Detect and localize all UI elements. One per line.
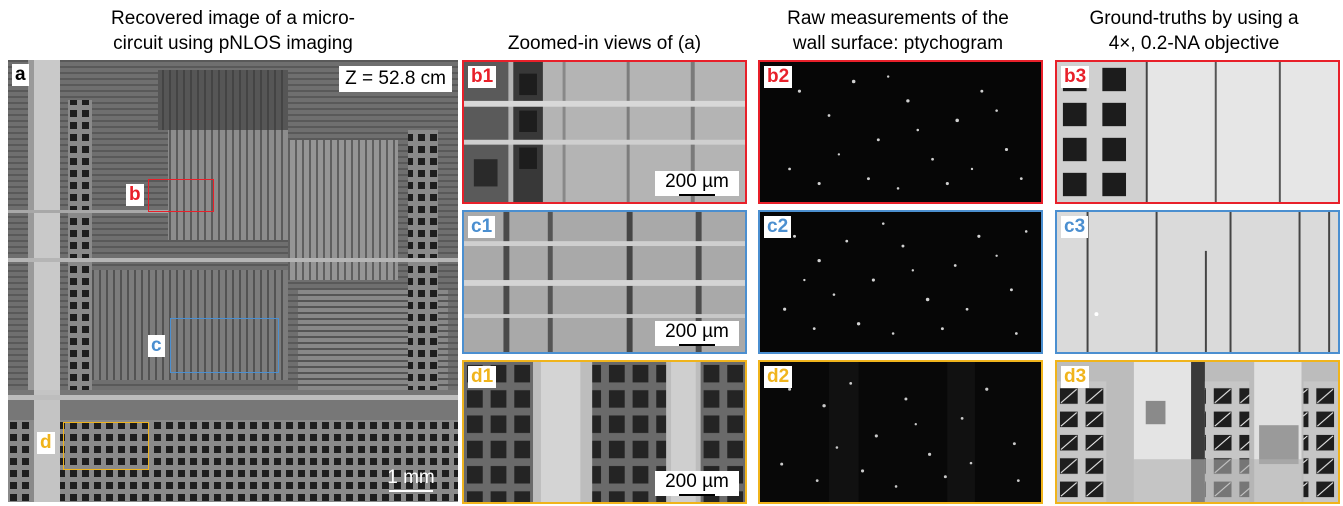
truth-panel-b3: b3 [1055,60,1340,204]
distance-label: Z = 52.8 cm [339,66,452,92]
panel-b2-tag: b2 [764,66,793,88]
panel-d1-tag: d1 [468,366,497,388]
roi-box-c [170,318,279,373]
raw-panel-d2: d2 [758,360,1043,504]
panel-b1-tag: b1 [468,66,497,88]
zoom-panel-c1: c1 200 µm [462,210,747,354]
scale-bar-d1: 200 µm [655,471,739,496]
roi-label-c: c [148,335,165,357]
scale-bar-c1: 200 µm [655,321,739,346]
panel-c3-tag: c3 [1061,216,1089,238]
ptychogram-c2 [760,212,1041,352]
panel-b3-tag: b3 [1061,66,1090,88]
roi-box-b [148,179,214,212]
truth-panel-d3: d3 [1055,360,1340,504]
title-ground-truths: Ground-truths by using a 4×, 0.2-NA obje… [1089,8,1299,54]
raw-panel-b2: b2 [758,60,1043,204]
scale-bar-b1-label: 200 µm [665,171,729,192]
roi-label-d: d [37,432,55,454]
ptychogram-b2 [760,62,1041,202]
zoom-panel-d1: d1 200 µm [462,360,747,504]
panel-d2-tag: d2 [764,366,793,388]
scale-bar-1mm: 1 mm [376,467,446,492]
scale-bar-c1-label: 200 µm [665,321,729,342]
panel-c2-tag: c2 [764,216,792,238]
truth-panel-c3: c3 [1055,210,1340,354]
ptychogram-d2 [760,362,1041,502]
ground-truth-c3 [1057,212,1338,352]
ground-truth-b3 [1057,62,1338,202]
roi-box-d [63,422,149,470]
raw-panel-c2: c2 [758,210,1043,354]
title-recovered-image: Recovered image of a micro- circuit usin… [111,8,355,54]
scale-bar-d1-label: 200 µm [665,471,729,492]
panel-d3-tag: d3 [1061,366,1090,388]
panel-a-tag: a [12,64,29,86]
title-raw-measurements: Raw measurements of the wall surface: pt… [787,8,1009,54]
ground-truth-d3 [1057,362,1338,502]
title-zoomed-views: Zoomed-in views of (a) [507,33,702,54]
scale-bar-b1: 200 µm [655,171,739,196]
zoom-panel-b1: b1 200 µm [462,60,747,204]
recovered-image-panel: a Z = 52.8 cm 1 mm b c d [8,60,458,502]
roi-label-b: b [126,184,144,206]
scale-bar-1mm-label: 1 mm [387,467,435,488]
recovered-circuit-image [8,60,458,502]
panel-c1-tag: c1 [468,216,496,238]
